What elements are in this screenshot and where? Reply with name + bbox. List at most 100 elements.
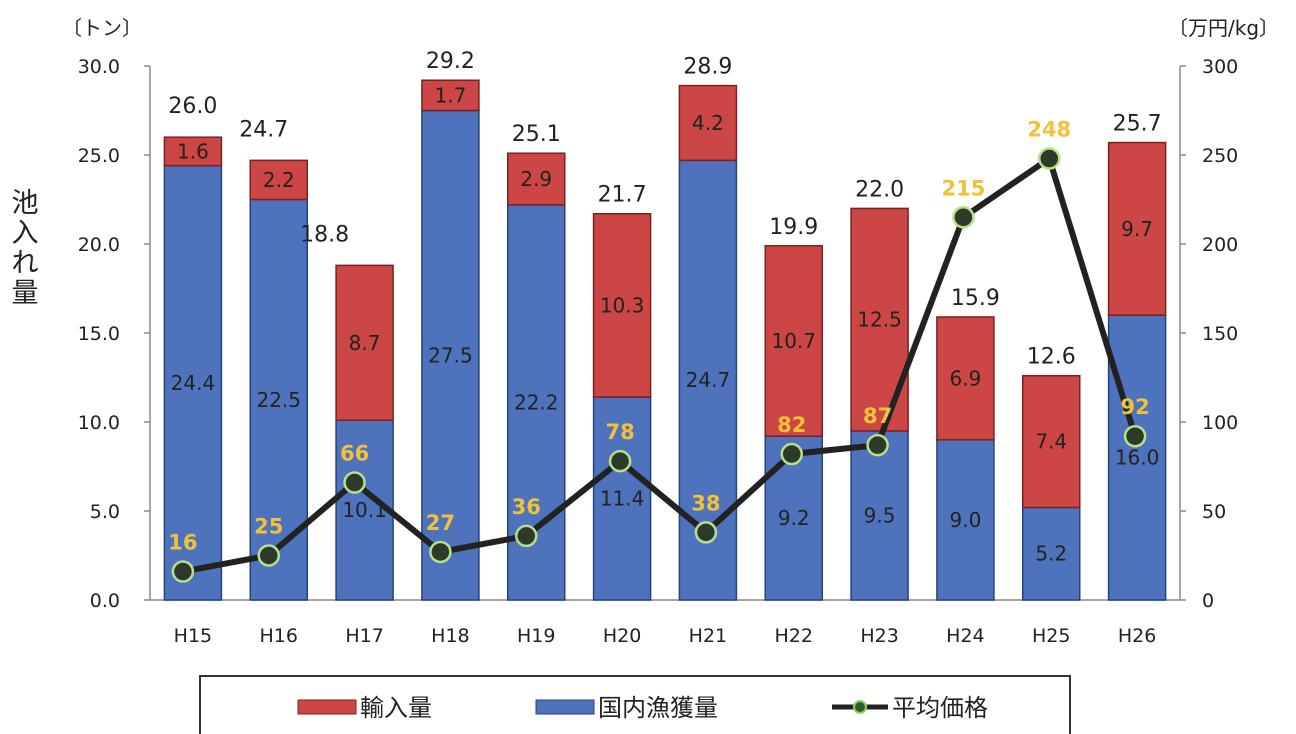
price-label: 248 xyxy=(1027,118,1071,142)
label-domestic: 9.2 xyxy=(778,506,810,530)
price-label: 92 xyxy=(1120,395,1149,419)
label-import: 7.4 xyxy=(1035,430,1067,454)
x-tick-label: H20 xyxy=(603,625,641,647)
label-domestic: 22.2 xyxy=(514,390,559,414)
bar-import xyxy=(249,159,308,201)
price-point xyxy=(866,433,889,457)
y-axis-title: 池入れ量 xyxy=(12,188,39,309)
bar-domestic xyxy=(936,439,995,601)
price-point xyxy=(429,540,452,564)
bar-domestic xyxy=(850,430,909,601)
label-total: 19.9 xyxy=(769,215,818,240)
label-import: 6.9 xyxy=(950,366,982,390)
price-point xyxy=(515,524,538,548)
label-total: 15.9 xyxy=(951,286,1000,311)
label-domestic: 24.7 xyxy=(686,368,731,392)
bar-import xyxy=(764,245,823,437)
price-line xyxy=(171,147,1147,583)
price-point xyxy=(694,521,718,544)
bar-import xyxy=(335,264,394,421)
label-total: 26.0 xyxy=(168,94,217,119)
price-point xyxy=(171,560,195,583)
x-tick-label: H19 xyxy=(517,625,555,647)
x-tick-label: H23 xyxy=(860,625,898,647)
price-label: 82 xyxy=(777,413,806,437)
bar-import xyxy=(936,316,995,441)
x-tick-label: H16 xyxy=(260,625,298,647)
x-tick-label: H17 xyxy=(345,625,383,647)
bar-import xyxy=(507,152,566,206)
bar-import xyxy=(1107,141,1167,316)
label-total: 12.6 xyxy=(1027,345,1076,370)
label-total: 28.9 xyxy=(683,55,732,80)
label-import: 4.2 xyxy=(692,111,724,135)
price-point xyxy=(343,471,366,494)
label-import: 1.7 xyxy=(435,83,467,107)
price-label: 36 xyxy=(512,495,541,519)
price-label: 16 xyxy=(168,531,197,555)
y2-tick-label: 150 xyxy=(1202,323,1238,345)
price-label: 215 xyxy=(941,176,985,200)
y2-tick-label: 250 xyxy=(1202,145,1238,167)
bar-domestic xyxy=(1107,314,1167,601)
price-polyline xyxy=(182,155,1138,575)
legend-label-import: 輸入量 xyxy=(360,694,432,722)
price-label: 66 xyxy=(340,442,369,466)
x-tick-label: H15 xyxy=(174,625,212,647)
label-import: 9.7 xyxy=(1121,217,1153,241)
label-domestic: 16.0 xyxy=(1115,446,1160,470)
x-tick-label: H18 xyxy=(431,625,469,647)
label-import: 2.2 xyxy=(263,168,295,192)
bars xyxy=(163,79,1167,601)
y-tick-label: 0.0 xyxy=(90,590,120,612)
x-tick-label: H22 xyxy=(775,625,813,647)
axes: 0.0 5.0 10.0 15.0 20.0 25.0 30.0 0 50 100 150 200 25… xyxy=(12,56,1239,647)
bar-domestic xyxy=(163,164,223,601)
legend: 輸入量 国内漁獲量 平均価格 xyxy=(199,675,1071,734)
y-tick-label: 10.0 xyxy=(78,412,120,434)
label-domestic: 5.2 xyxy=(1035,542,1067,566)
label-total: 25.7 xyxy=(1113,112,1162,137)
y-tick-label: 25.0 xyxy=(78,145,120,167)
y2-tick-label: 0 xyxy=(1202,590,1214,612)
label-total: 22.0 xyxy=(855,177,904,202)
legend-swatch-import xyxy=(297,699,357,715)
y-tick-label: 30.0 xyxy=(78,56,120,78)
label-domestic: 9.0 xyxy=(950,508,982,532)
label-domestic: 9.5 xyxy=(864,503,896,527)
data-labels: 24.4 1.6 26.0 22.5 2.2 24.7 10.1 8.7 18.8 27.5 1.7… xyxy=(168,49,1161,565)
label-import: 1.6 xyxy=(177,139,209,163)
label-total: 25.1 xyxy=(512,122,561,147)
label-domestic: 24.4 xyxy=(171,371,216,395)
y-tick-label: 5.0 xyxy=(90,501,120,523)
price-point xyxy=(952,206,975,229)
y2-tick-label: 100 xyxy=(1202,412,1238,434)
label-total: 21.7 xyxy=(598,183,647,208)
label-import: 10.3 xyxy=(600,293,645,317)
label-total: 29.2 xyxy=(426,49,475,74)
price-label: 87 xyxy=(863,404,892,428)
bar-domestic xyxy=(421,109,480,601)
label-domestic: 27.5 xyxy=(428,343,473,367)
x-tick-label: H24 xyxy=(946,625,984,647)
bar-domestic xyxy=(1022,506,1081,601)
price-point xyxy=(1038,147,1061,170)
label-domestic: 10.1 xyxy=(342,498,387,522)
x-tick-label: H21 xyxy=(689,625,727,647)
x-tick-label: H25 xyxy=(1032,625,1070,647)
price-label: 38 xyxy=(691,491,720,515)
bar-import xyxy=(678,84,738,162)
y2-tick-label: 300 xyxy=(1202,56,1238,78)
price-point xyxy=(780,442,803,466)
legend-label-price: 平均価格 xyxy=(892,694,988,722)
label-import: 12.5 xyxy=(857,308,902,332)
price-label: 25 xyxy=(254,515,283,539)
price-label: 27 xyxy=(426,511,455,535)
legend-swatch-domestic xyxy=(535,699,595,715)
y-tick-label: 15.0 xyxy=(78,323,120,345)
bar-import xyxy=(421,79,480,112)
label-total: 24.7 xyxy=(239,117,288,142)
y2-tick-label: 200 xyxy=(1202,234,1238,256)
price-point xyxy=(1123,424,1147,448)
